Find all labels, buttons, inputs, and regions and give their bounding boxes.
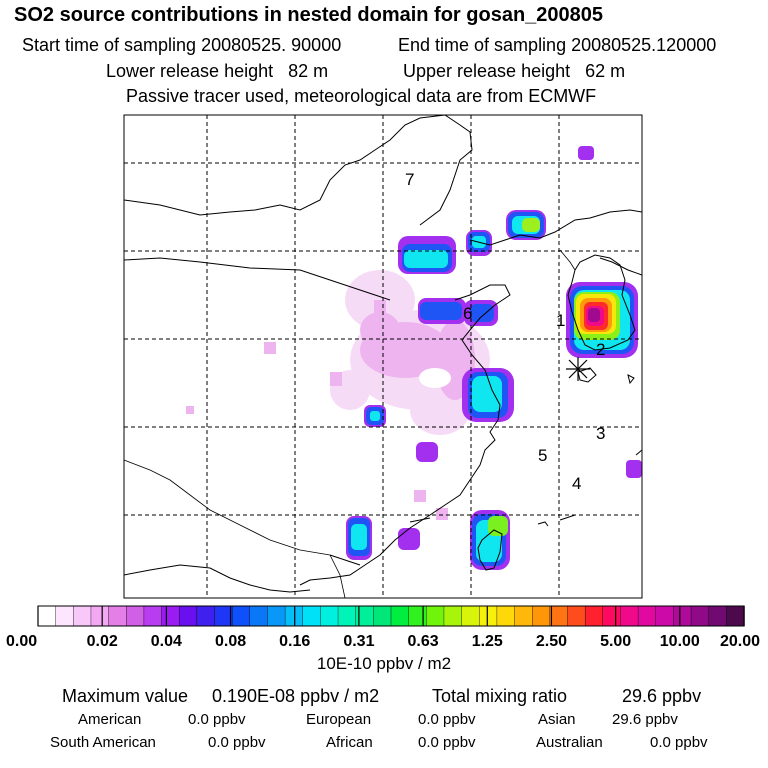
colorbar-swatch bbox=[514, 605, 533, 627]
region-labels: 7 6 1 2 3 5 4 bbox=[405, 170, 605, 493]
colorbar-swatch bbox=[126, 605, 145, 627]
colorbar-swatch bbox=[90, 605, 110, 627]
region-label: 1 bbox=[556, 311, 565, 330]
colorbar-swatch bbox=[673, 605, 692, 627]
colorbar-swatch bbox=[602, 605, 622, 627]
colorbar-swatch bbox=[496, 605, 516, 627]
colorbar-ticks: 0.00 0.02 0.04 0.08 0.16 0.31 0.63 1.25 2.50 5.00… bbox=[6, 606, 760, 650]
start-time-label: Start time of sampling 20080525. 90000 bbox=[22, 35, 342, 55]
colorbar-swatch bbox=[37, 605, 57, 627]
region-value: 0.0 ppbv bbox=[188, 711, 246, 728]
colorbar-swatch bbox=[231, 605, 251, 627]
colorbar-swatch bbox=[196, 605, 216, 627]
colorbar-tick-label: 0.16 bbox=[279, 633, 310, 650]
colorbar-swatch bbox=[567, 605, 586, 627]
colorbar-swatch bbox=[249, 605, 269, 627]
colorbar-swatch bbox=[214, 605, 233, 627]
region-label: 4 bbox=[572, 474, 581, 493]
colorbar-tick-label: 0.00 bbox=[6, 633, 37, 650]
colorbar-swatch bbox=[655, 605, 675, 627]
high-emissions bbox=[488, 218, 620, 536]
colorbar-swatch bbox=[302, 605, 322, 627]
colorbar-swatch bbox=[443, 605, 463, 627]
total-mixing-value: 29.6 ppbv bbox=[622, 686, 702, 706]
colorbar-tick-label: 0.02 bbox=[87, 633, 118, 650]
colorbar-swatch bbox=[178, 605, 198, 627]
tracer-note: Passive tracer used, meteorological data… bbox=[126, 86, 597, 106]
region-label: 3 bbox=[596, 424, 605, 443]
region-name: Australian bbox=[536, 734, 603, 751]
region-label: 7 bbox=[405, 170, 414, 189]
colorbar-swatch bbox=[73, 605, 92, 627]
region-name: European bbox=[306, 711, 372, 728]
region-name: American bbox=[78, 711, 142, 728]
colorbar-tick-label: 0.31 bbox=[343, 633, 374, 650]
colorbar-tick-label: 10.00 bbox=[660, 633, 700, 650]
colorbar-swatch bbox=[161, 605, 180, 627]
region-label: 2 bbox=[596, 340, 605, 359]
total-mixing-label: Total mixing ratio bbox=[432, 686, 568, 706]
colorbar-tick-label: 20.00 bbox=[720, 633, 760, 650]
colorbar-swatch bbox=[479, 605, 498, 627]
region-value: 0.0 ppbv bbox=[208, 734, 266, 751]
lat-lon-grid bbox=[124, 115, 642, 598]
region-value: 0.0 ppbv bbox=[418, 734, 476, 751]
colorbar-swatch bbox=[320, 605, 339, 627]
region-label: 6 bbox=[463, 304, 472, 323]
colorbar-swatch bbox=[620, 605, 639, 627]
colorbar-swatches bbox=[37, 605, 745, 627]
colorbar-tick-label: 0.04 bbox=[151, 633, 182, 650]
map-title: SO2 source contributions in nested domai… bbox=[14, 4, 604, 26]
colorbar-swatch bbox=[55, 605, 75, 627]
colorbar-tick-label: 0.08 bbox=[215, 633, 246, 650]
region-value: 0.0 ppbv bbox=[650, 734, 708, 751]
colorbar-swatch bbox=[549, 605, 569, 627]
max-value-label: Maximum value bbox=[62, 686, 189, 706]
max-value: 0.190E-08 ppbv / m2 bbox=[212, 686, 380, 706]
colorbar-tick-label: 1.25 bbox=[472, 633, 503, 650]
colorbar-swatch bbox=[426, 605, 445, 627]
asterisk-icon bbox=[566, 357, 590, 381]
colorbar-swatch bbox=[461, 605, 480, 627]
colorbar-swatch bbox=[708, 605, 728, 627]
colorbar-swatch bbox=[337, 605, 357, 627]
region-value: 29.6 ppbv bbox=[612, 711, 678, 728]
country-borders bbox=[124, 249, 576, 598]
colorbar-swatch bbox=[637, 605, 657, 627]
colorbar-unit: 10E-10 ppbv / m2 bbox=[316, 654, 452, 673]
colorbar-tick-label: 0.63 bbox=[408, 633, 439, 650]
colorbar-swatch bbox=[108, 605, 127, 627]
end-time-label: End time of sampling 20080525.120000 bbox=[398, 35, 717, 55]
region-name: Asian bbox=[538, 711, 576, 728]
colorbar-swatch bbox=[390, 605, 410, 627]
region-name: South American bbox=[50, 734, 156, 751]
lower-height-label: Lower release height 82 m bbox=[106, 61, 329, 81]
colorbar-swatch bbox=[267, 605, 286, 627]
colorbar-swatch bbox=[532, 605, 551, 627]
colorbar-swatch bbox=[690, 605, 710, 627]
upper-height-label: Upper release height 62 m bbox=[403, 61, 626, 81]
colorbar-tick-label: 2.50 bbox=[536, 633, 567, 650]
colorbar-swatch bbox=[408, 605, 427, 627]
map-frame bbox=[123, 114, 643, 599]
region-name: African bbox=[326, 734, 373, 751]
colorbar-tick-label: 5.00 bbox=[600, 633, 631, 650]
region-label: 5 bbox=[538, 446, 547, 465]
region-value: 0.0 ppbv bbox=[418, 711, 476, 728]
colorbar-swatch bbox=[143, 605, 163, 627]
colorbar-swatch bbox=[373, 605, 392, 627]
colorbar-swatch bbox=[726, 605, 745, 627]
colorbar-swatch bbox=[584, 605, 604, 627]
coastlines bbox=[124, 115, 642, 593]
